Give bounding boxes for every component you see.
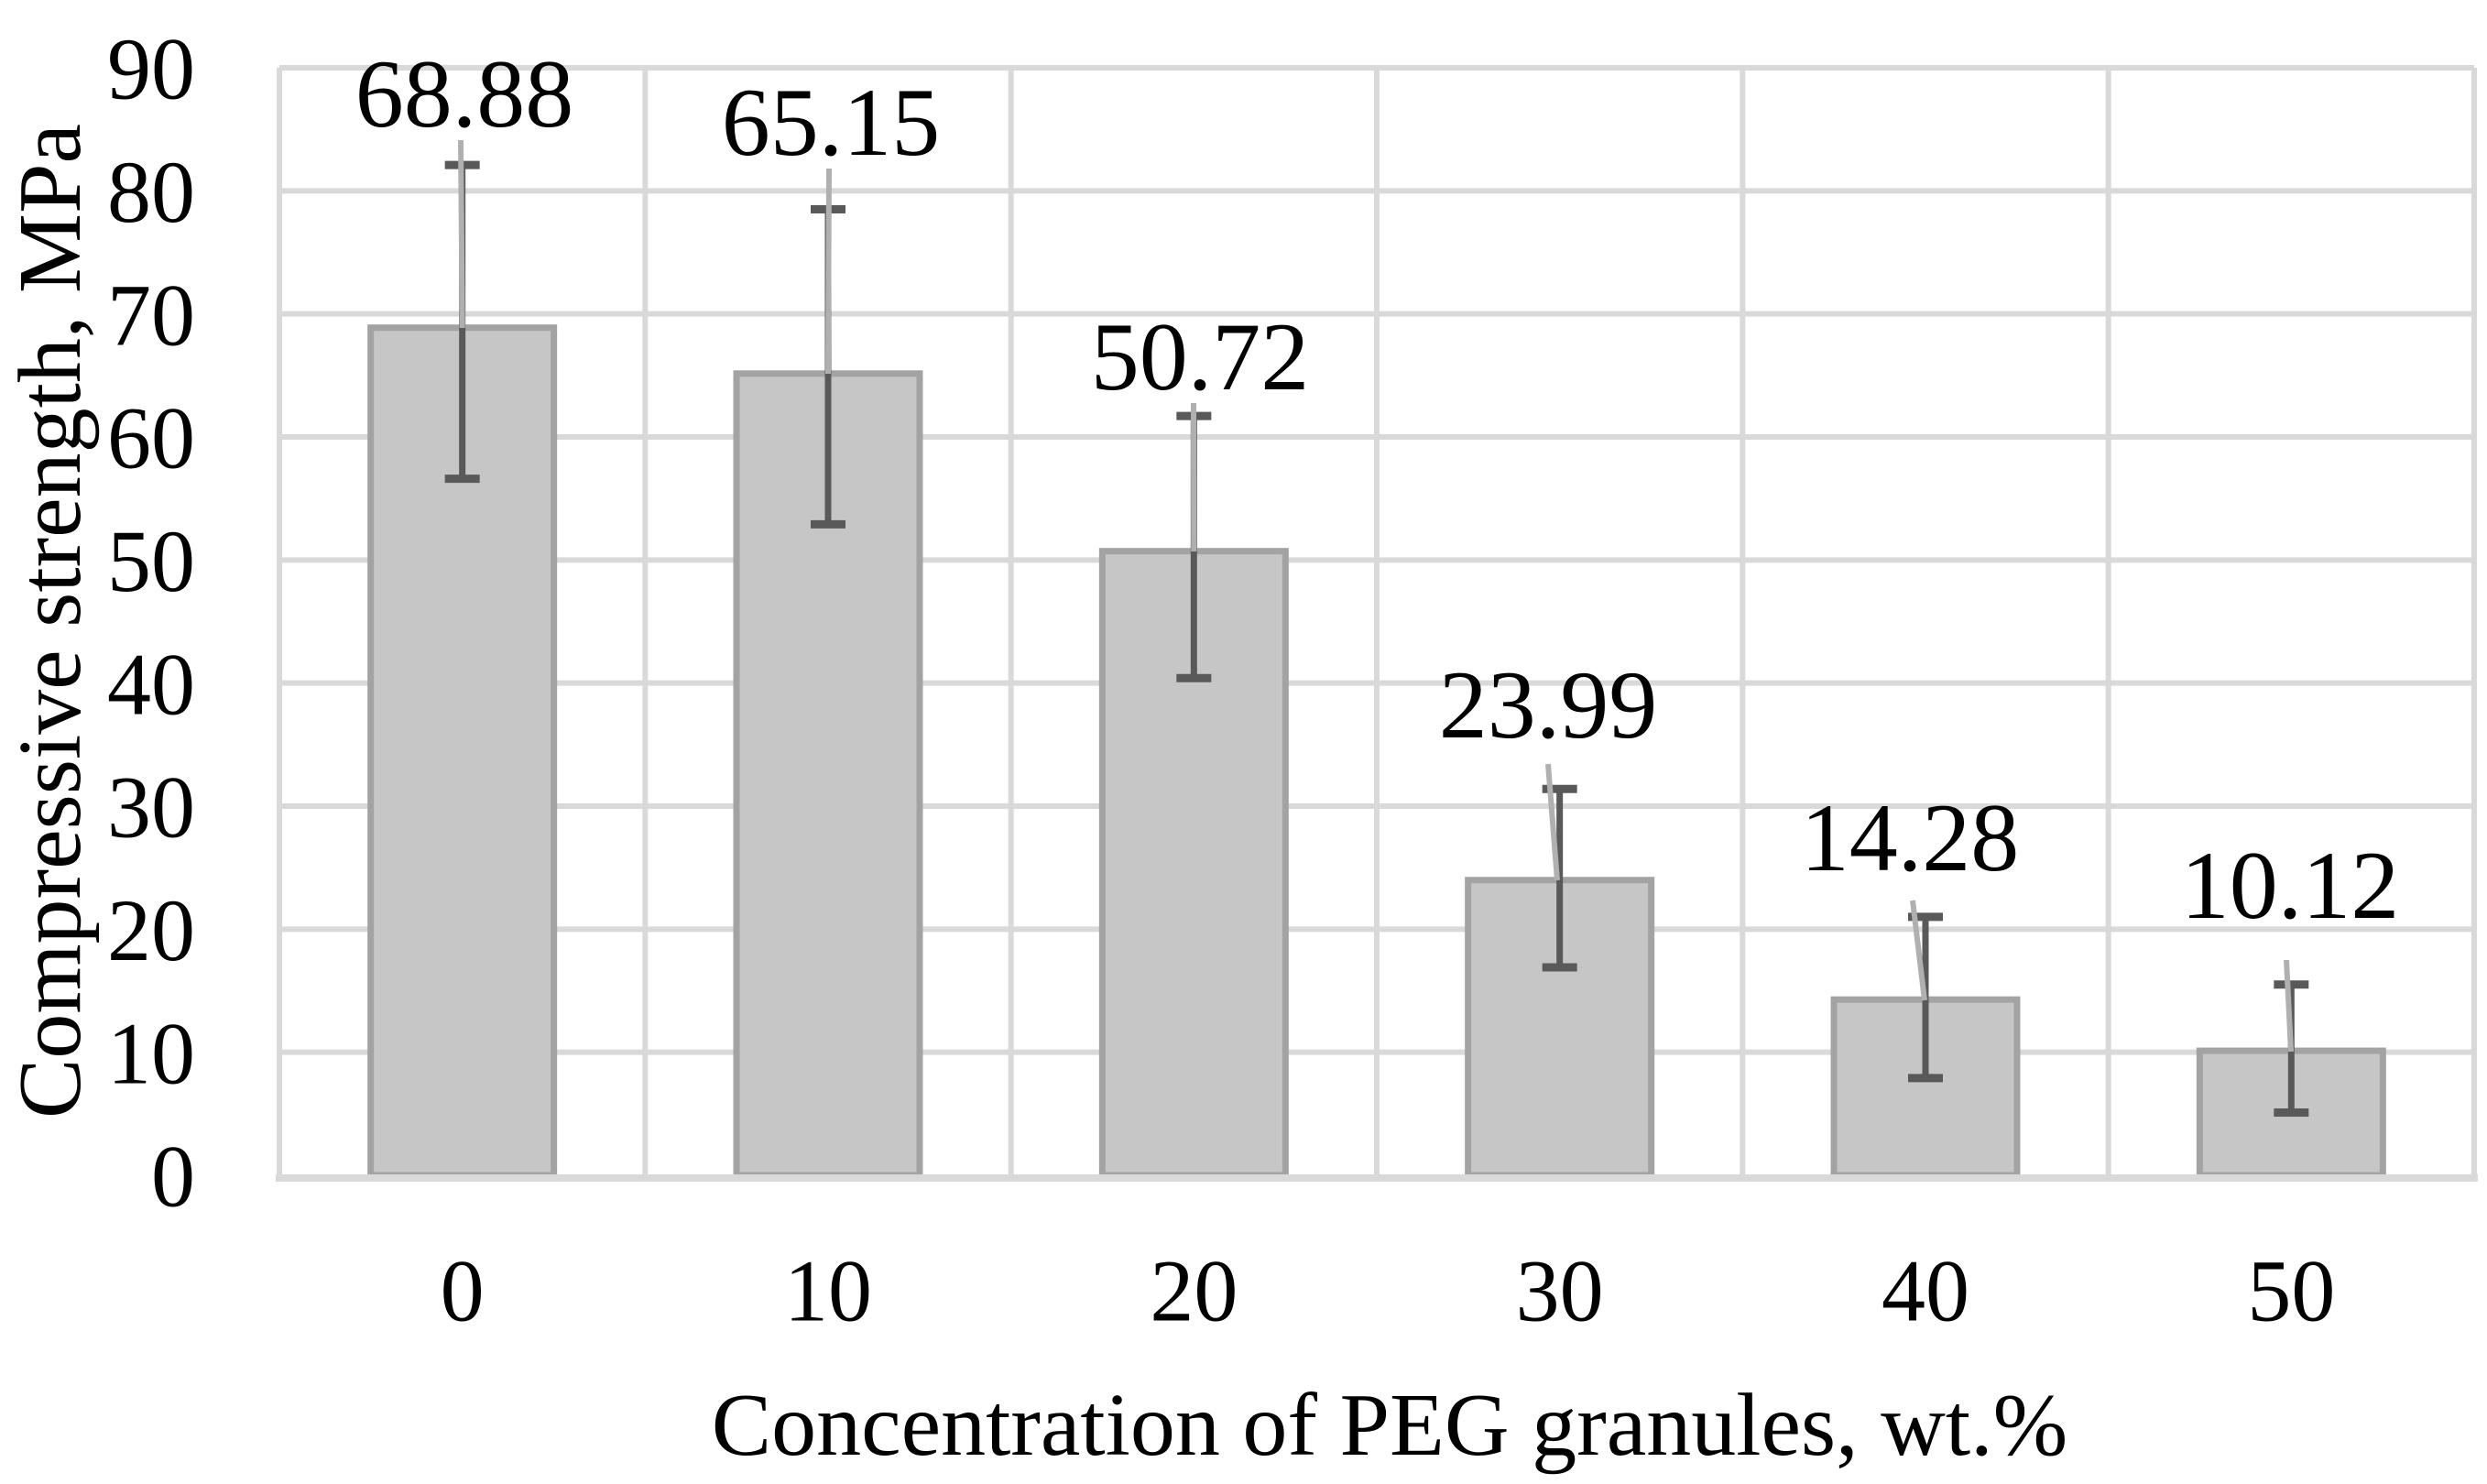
label-leader-line (1545, 763, 1560, 881)
y-axis-title: Compressive strength, MPa (1, 123, 100, 1119)
x-tick-label: 20 (1150, 1242, 1238, 1340)
y-tick-label: 10 (107, 1004, 195, 1102)
y-tick-label: 40 (107, 635, 195, 733)
y-tick-label: 50 (107, 512, 195, 610)
label-leader-line (825, 168, 832, 375)
data-label: 23.99 (1439, 651, 1658, 758)
label-leader-line (2284, 959, 2294, 1053)
x-tick-label: 30 (1516, 1242, 1604, 1340)
y-tick-label: 30 (107, 758, 195, 857)
data-label: 68.88 (355, 40, 574, 147)
y-tick-label: 20 (107, 881, 195, 979)
y-tick-label: 0 (151, 1128, 195, 1226)
data-label: 14.28 (1801, 784, 2020, 891)
label-leader-line (458, 139, 465, 329)
data-label: 50.72 (1091, 303, 1310, 410)
x-tick-label: 50 (2247, 1242, 2335, 1340)
x-axis-title: Concentration of PEG granules, wt.% (711, 1376, 2068, 1475)
y-tick-label: 90 (107, 20, 195, 118)
x-tick-label: 40 (1882, 1242, 1969, 1340)
y-tick-label: 60 (107, 389, 195, 487)
label-leader-line (1910, 900, 1927, 1001)
data-label: 10.12 (2181, 832, 2400, 939)
data-label: 65.15 (722, 69, 941, 176)
x-tick-label: 0 (441, 1242, 485, 1340)
x-tick-label: 10 (784, 1242, 872, 1340)
y-tick-label: 80 (107, 143, 195, 241)
y-tick-label: 70 (107, 266, 195, 364)
